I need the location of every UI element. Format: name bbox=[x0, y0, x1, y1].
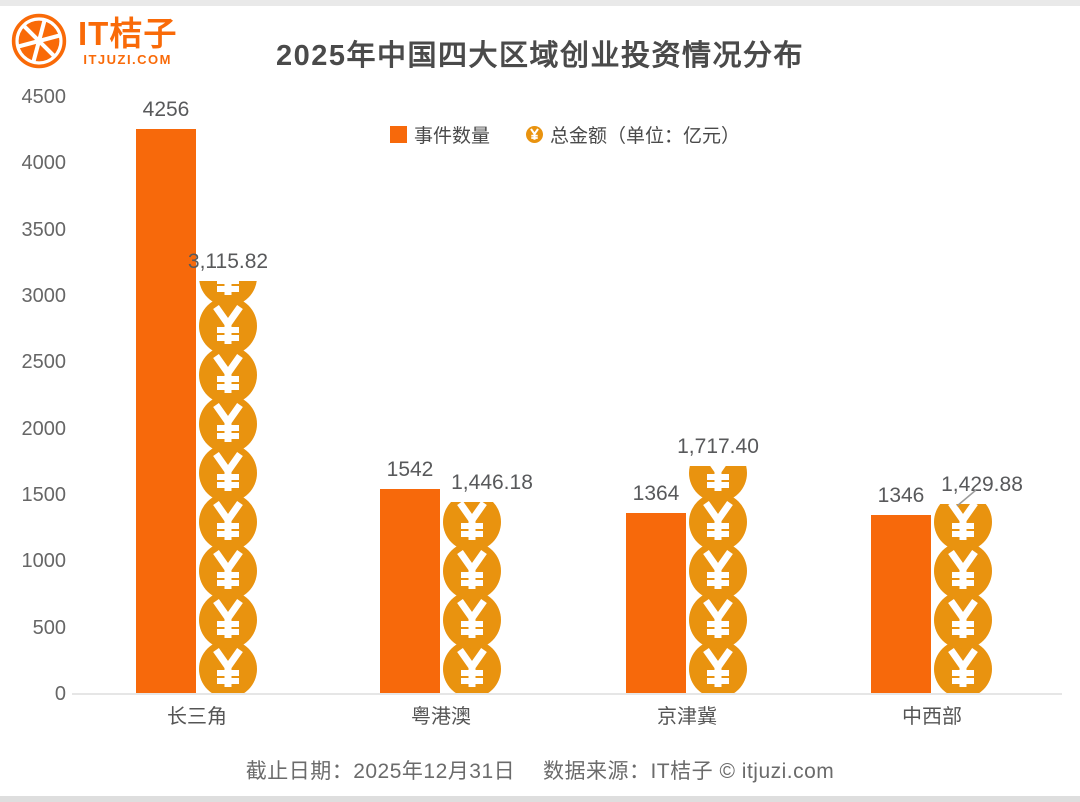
yen-coin-icon bbox=[689, 466, 747, 502]
yen-coin-icon bbox=[199, 444, 257, 502]
orange-fruit-icon bbox=[11, 13, 67, 69]
legend-label-amount: 总金额（单位：亿元） bbox=[550, 126, 741, 147]
event-count-bar bbox=[380, 489, 440, 694]
yen-coin-icon bbox=[199, 395, 257, 453]
yen-coin bbox=[199, 493, 257, 551]
event-count-bar bbox=[136, 129, 196, 694]
bottom-edge-strip bbox=[0, 796, 1080, 802]
logo-name: IT桔子 bbox=[78, 14, 178, 52]
yen-coin bbox=[934, 591, 992, 649]
yen-coin bbox=[689, 493, 747, 551]
yen-coin-icon bbox=[526, 126, 544, 143]
yen-coin bbox=[443, 502, 501, 551]
amount-coin-stack bbox=[443, 502, 501, 694]
yen-coin bbox=[689, 466, 747, 502]
event-count-label: 1542 bbox=[386, 458, 434, 481]
yen-coin bbox=[443, 591, 501, 649]
itjuzi-logo: IT桔子 ITJUZI.COM bbox=[10, 12, 177, 70]
legend-label-events: 事件数量 bbox=[414, 126, 491, 147]
yen-coin bbox=[689, 542, 747, 600]
yen-coin-icon bbox=[199, 591, 257, 649]
yen-coin bbox=[934, 640, 992, 694]
yen-coin-icon bbox=[689, 591, 747, 649]
yen-coin bbox=[689, 591, 747, 649]
amount-coin-stack bbox=[689, 466, 747, 694]
amount-coin-stack bbox=[199, 281, 257, 694]
amount-label: 1,429.88 bbox=[941, 473, 1023, 496]
yen-coin-icon bbox=[443, 640, 501, 694]
event-count-label: 1364 bbox=[632, 482, 680, 505]
amount-label: 3,115.82 bbox=[187, 250, 269, 273]
event-count-label: 1346 bbox=[877, 484, 925, 507]
yen-coin bbox=[199, 444, 257, 502]
event-count-bar bbox=[871, 515, 931, 694]
yen-coin bbox=[199, 297, 257, 355]
yen-coin-icon bbox=[199, 493, 257, 551]
yen-coin bbox=[199, 640, 257, 694]
x-axis-category-label: 中西部 bbox=[902, 706, 962, 728]
chart-legend: 事件数量 总金额（单位：亿元） bbox=[390, 121, 740, 148]
y-axis-tick-label: 2500 bbox=[21, 351, 67, 374]
amount-label: 1,717.40 bbox=[677, 435, 759, 458]
y-axis-tick-label: 500 bbox=[32, 616, 66, 639]
page-title: 2025年中国四大区域创业投资情况分布 bbox=[275, 40, 804, 72]
event-count-bar bbox=[626, 513, 686, 694]
yen-coin bbox=[199, 591, 257, 649]
event-count-label: 4256 bbox=[142, 98, 190, 121]
amount-label: 1,446.18 bbox=[451, 471, 533, 494]
yen-coin-icon bbox=[689, 640, 747, 694]
yen-coin bbox=[199, 395, 257, 453]
legend-item-events: 事件数量 bbox=[390, 121, 490, 148]
yen-coin bbox=[443, 542, 501, 600]
bar-swatch-icon bbox=[390, 126, 407, 143]
yen-coin-icon bbox=[199, 542, 257, 600]
top-edge-strip bbox=[0, 0, 1080, 6]
yen-coin-icon bbox=[934, 504, 992, 551]
yen-coin-icon bbox=[689, 542, 747, 600]
yen-coin bbox=[689, 640, 747, 694]
y-axis-tick-label: 0 bbox=[54, 683, 66, 705]
yen-coin bbox=[199, 346, 257, 404]
amount-coin-stack bbox=[934, 504, 992, 694]
yen-coin-icon bbox=[934, 591, 992, 649]
yen-coin bbox=[934, 504, 992, 551]
yen-coin bbox=[199, 281, 257, 306]
yen-coin bbox=[934, 542, 992, 600]
yen-coin-icon bbox=[199, 281, 257, 306]
y-axis-tick-label: 4500 bbox=[21, 86, 67, 108]
yen-coin-icon bbox=[934, 542, 992, 600]
x-axis-line bbox=[72, 693, 1062, 695]
yen-coin-icon bbox=[443, 542, 501, 600]
logo-texts: IT桔子 ITJUZI.COM bbox=[78, 14, 178, 67]
x-axis-category-label: 粤港澳 bbox=[411, 706, 471, 728]
logo-domain: ITJUZI.COM bbox=[83, 51, 172, 67]
y-axis-tick-label: 4000 bbox=[21, 152, 67, 175]
x-axis-category-label: 长三角 bbox=[167, 706, 227, 728]
x-axis-category-label: 京津冀 bbox=[657, 706, 717, 728]
y-axis-tick-label: 2000 bbox=[21, 417, 67, 440]
yen-coin-icon bbox=[199, 346, 257, 404]
chart-footer: 截止日期：2025年12月31日 数据来源：IT桔子 © itjuzi.com bbox=[245, 760, 835, 783]
yen-coin-icon bbox=[526, 126, 544, 143]
yen-coin-icon bbox=[443, 502, 501, 551]
yen-coin-icon bbox=[443, 591, 501, 649]
yen-coin bbox=[199, 542, 257, 600]
legend-item-amount: 总金额（单位：亿元） bbox=[526, 121, 740, 148]
yen-coin bbox=[443, 640, 501, 694]
y-axis-tick-label: 3500 bbox=[21, 218, 67, 241]
yen-coin-icon bbox=[934, 640, 992, 694]
y-axis-tick-label: 1000 bbox=[21, 550, 67, 573]
yen-coin-icon bbox=[199, 640, 257, 694]
y-axis-tick-label: 1500 bbox=[21, 484, 67, 506]
y-axis-tick-label: 3000 bbox=[21, 285, 67, 307]
yen-coin-icon bbox=[689, 493, 747, 551]
yen-coin-icon bbox=[199, 297, 257, 355]
